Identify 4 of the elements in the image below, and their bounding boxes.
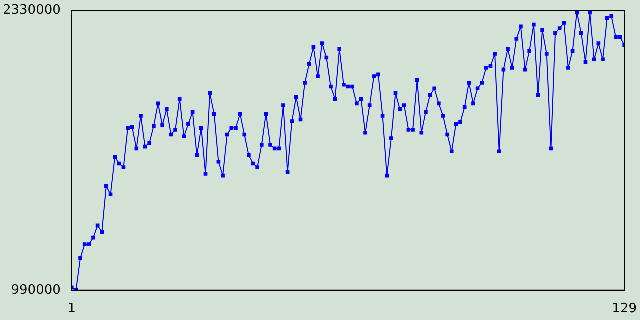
x-tick-label: 1: [68, 302, 76, 317]
x-tick-label: 129: [612, 302, 638, 317]
y-tick-label: 990000: [11, 282, 61, 298]
y-tick-label: 2330000: [2, 3, 61, 18]
